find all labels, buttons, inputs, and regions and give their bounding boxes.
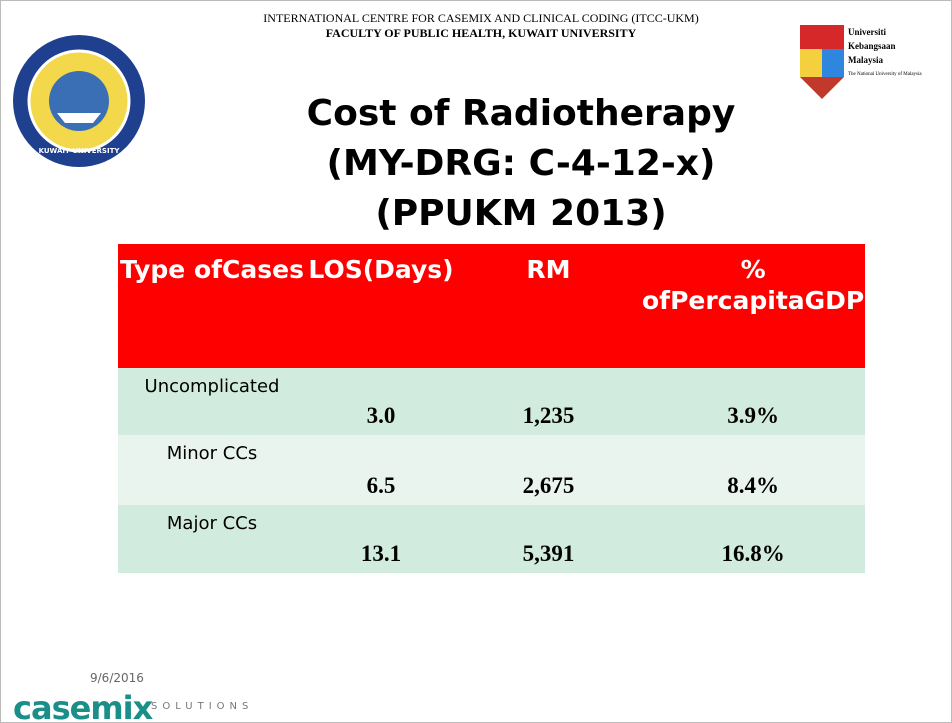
cell-value: 1,235: [522, 403, 575, 428]
cell-value: 6.5: [366, 473, 396, 498]
header-text: LOS: [308, 255, 363, 284]
title-line: Cost of Radiotherapy: [306, 93, 736, 134]
kuwait-seal: KUWAIT UNIVERSITY: [13, 35, 145, 167]
title-line: (PPUKM 2013): [375, 193, 667, 234]
cell-value: 8.4%: [727, 473, 779, 498]
table-cell: Major CCs: [118, 505, 306, 573]
date: 9/6/2016: [90, 671, 144, 685]
table-row: Major CCs 13.1 5,391 16.8%: [118, 505, 866, 573]
brand-tagline: SOLUTIONS: [151, 701, 254, 712]
ukm-text: Universiti: [848, 27, 886, 37]
table-cell: Minor CCs: [118, 435, 306, 505]
table-cell: 3.0: [306, 368, 456, 435]
table-cell: 5,391: [456, 505, 641, 573]
case-type: Uncomplicated: [144, 376, 280, 397]
header-cell: % ofPercapitaGDP: [641, 244, 866, 368]
header-text: % of: [642, 255, 766, 315]
header-text: Percapita: [670, 286, 805, 315]
table-cell: 16.8%: [641, 505, 866, 573]
table-row: Minor CCs 6.5 2,675 8.4%: [118, 435, 866, 505]
header-line: FACULTY OF PUBLIC HEALTH, KUWAIT UNIVERS…: [325, 26, 637, 40]
cell-value: 3.9%: [727, 403, 779, 428]
slide-title: Cost of Radiotherapy (MY-DRG: C-4-12-x) …: [211, 89, 831, 239]
header-text: GDP: [804, 286, 865, 315]
cell-value: 2,675: [522, 473, 575, 498]
header-line: INTERNATIONAL CENTRE FOR CASEMIX AND CLI…: [263, 11, 699, 25]
brand-logo: casemix: [13, 689, 153, 723]
cell-value: 3.0: [366, 403, 396, 428]
ukm-motto: The National University of Malaysia: [848, 72, 922, 77]
table-cell: 2,675: [456, 435, 641, 505]
header-cell: LOS(Days): [306, 244, 456, 368]
cell-value: 5,391: [522, 541, 575, 566]
header-cell: Type ofCases: [118, 244, 306, 368]
header-text: (Days): [362, 255, 454, 284]
cell-value: 13.1: [360, 541, 402, 566]
table-cell: 3.9%: [641, 368, 866, 435]
cost-table: Type ofCases LOS(Days) RM % ofPercapitaG…: [118, 244, 866, 573]
ukm-logo: Universiti Kebangsaan Malaysia The Natio…: [800, 25, 922, 99]
ukm-text: Kebangsaan: [848, 41, 896, 51]
table-cell: 13.1: [306, 505, 456, 573]
table-cell: 8.4%: [641, 435, 866, 505]
header-cell: RM: [456, 244, 641, 368]
cell-value: 16.8%: [721, 541, 785, 566]
case-type: Major CCs: [166, 513, 258, 534]
title-line: (MY-DRG: C-4-12-x): [326, 143, 716, 184]
table-cell: 1,235: [456, 368, 641, 435]
header-text: Cases: [222, 255, 304, 284]
header-row: Type ofCases LOS(Days) RM % ofPercapitaG…: [118, 244, 866, 368]
header-text: RM: [526, 255, 571, 284]
table-cell: 6.5: [306, 435, 456, 505]
header-text: Type of: [120, 255, 223, 284]
seal-text: KUWAIT UNIVERSITY: [39, 147, 121, 155]
table-row: Uncomplicated 3.0 1,235 3.9%: [118, 368, 866, 435]
table-cell: Uncomplicated: [118, 368, 306, 435]
case-type: Minor CCs: [166, 443, 258, 464]
ukm-text: Malaysia: [848, 55, 883, 65]
